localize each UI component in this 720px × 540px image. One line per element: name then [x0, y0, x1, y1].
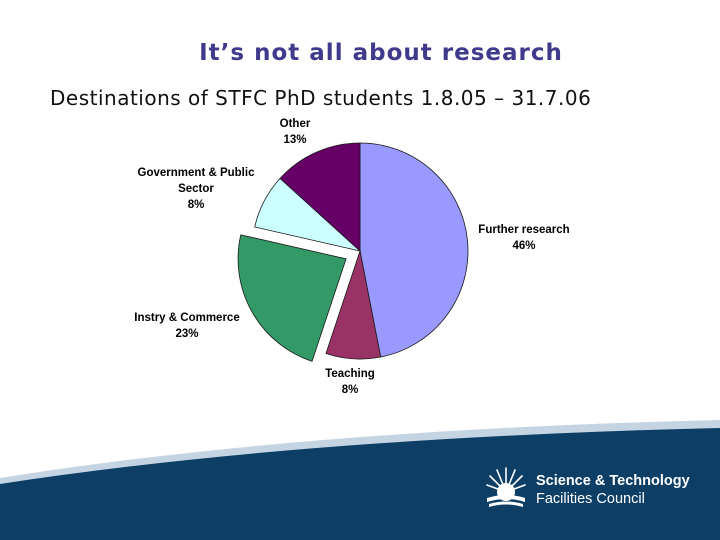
slide-subtitle: Destinations of STFC PhD students 1.8.05… — [50, 86, 592, 110]
logo-text-line2: Facilities Council — [536, 491, 645, 507]
pie-slice-further-research — [359, 142, 469, 358]
logo-text-line1: Science & Technology — [536, 473, 690, 489]
slice-label-instry-commerce: Instry & Commerce 23% — [134, 312, 239, 340]
slice-label-other: Other 13% — [280, 118, 311, 146]
slice-label-teaching: Teaching 8% — [325, 368, 375, 396]
footer-stripe — [0, 420, 720, 486]
slide-title: It’s not all about research — [199, 40, 563, 66]
stfc-logo: Science & Technology Facilities Council — [484, 462, 704, 512]
footer-shade — [0, 428, 720, 540]
slice-label-government-public-sector: Government & Public Sector 8% — [138, 167, 256, 211]
sunburst-icon — [486, 467, 526, 507]
pie-slice-other — [279, 142, 361, 252]
pie-slice-teaching — [325, 249, 382, 360]
slice-label-further-research: Further research 46% — [478, 224, 569, 252]
pie-slice-instry-commerce — [237, 234, 347, 362]
